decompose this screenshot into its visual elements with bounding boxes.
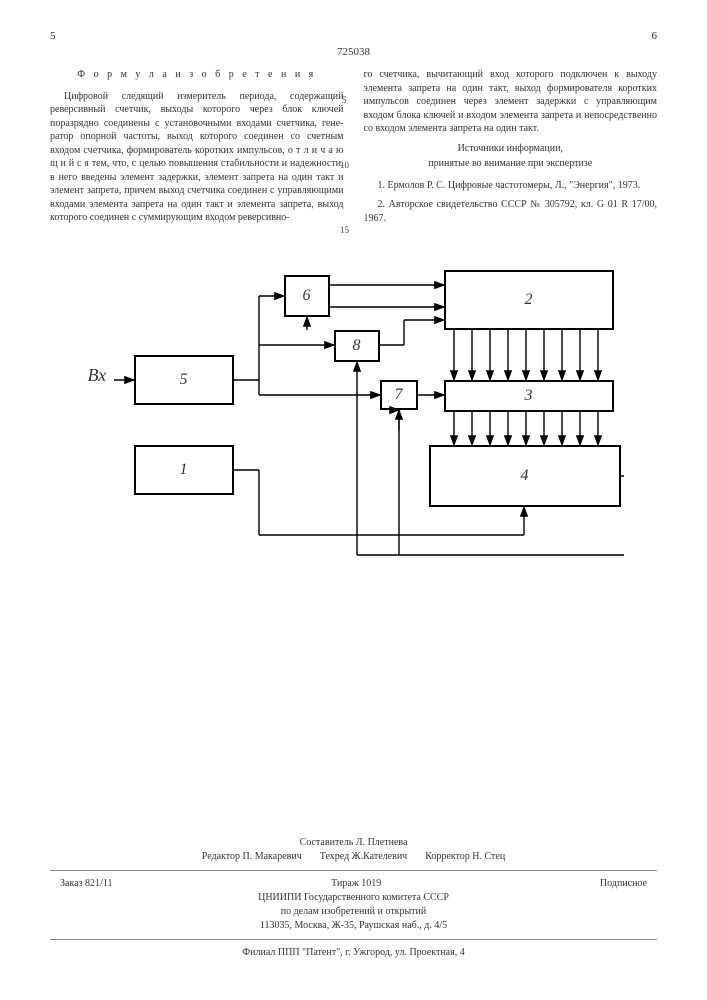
circulation: Тираж 1019: [331, 877, 381, 891]
reference-1: 1. Ермолов Р. С. Цифровые частотомеры, Л…: [364, 179, 658, 193]
address: 113035, Москва, Ж-35, Раушская наб., д. …: [50, 919, 657, 933]
bus-2-3: [454, 330, 598, 380]
branch: Филиал ППП "Патент", г. Ужгород, ул. Про…: [50, 946, 657, 960]
editor: Редактор П. Макаревич: [202, 850, 302, 864]
techred: Техред Ж.Кателевич: [320, 850, 407, 864]
block-8: 8: [334, 330, 380, 362]
sources-title-1: Источники информации,: [364, 142, 658, 156]
block-7: 7: [380, 380, 418, 410]
sources-title-2: принятые во внимание при экспертизе: [364, 157, 658, 171]
compiler: Составитель Л. Плетнева: [50, 836, 657, 850]
page-right: 6: [652, 30, 658, 42]
credits-row: Редактор П. Макаревич Техред Ж.Кателевич…: [50, 850, 657, 864]
line-marker-5: 5: [342, 95, 347, 105]
claim-body: Цифровой следящий измеритель периода, со…: [50, 90, 344, 225]
formula-title: Ф о р м у л а и з о б р е т е н и я: [50, 68, 344, 82]
left-column: Ф о р м у л а и з о б р е т е н и я Цифр…: [50, 68, 344, 225]
order-row: Заказ 821/11 Тираж 1019 Подписное: [50, 877, 657, 891]
bus-3-4: [454, 412, 598, 445]
block-1: 1: [134, 445, 234, 495]
block-5: 5: [134, 355, 234, 405]
input-label: Вх: [88, 365, 107, 386]
org-line-1: ЦНИИПИ Государственного комитета СССР: [50, 891, 657, 905]
page-numbers: 5 6: [50, 30, 657, 42]
signed: Подписное: [600, 877, 647, 891]
corrector: Корректор Н. Стец: [425, 850, 505, 864]
claim-continuation: го счетчика, вычитающий вход которого по…: [364, 68, 658, 136]
text-columns: Ф о р м у л а и з о б р е т е н и я Цифр…: [50, 68, 657, 225]
divider: [50, 870, 657, 871]
reference-2: 2. Авторское свидетельство СССР № 305792…: [364, 198, 658, 225]
divider-2: [50, 939, 657, 940]
footer: Составитель Л. Плетнева Редактор П. Мака…: [50, 836, 657, 960]
block-6: 6: [284, 275, 330, 317]
line-marker-10: 10: [340, 160, 349, 170]
order: Заказ 821/11: [60, 877, 112, 891]
document-number: 725038: [50, 46, 657, 58]
right-column: го счетчика, вычитающий вход которого по…: [364, 68, 658, 225]
line-marker-15: 15: [340, 225, 349, 235]
patent-page: 5 6 725038 5 10 15 Ф о р м у л а и з о б…: [0, 0, 707, 1000]
org-line-2: по делам изобретений и открытий: [50, 905, 657, 919]
page-left: 5: [50, 30, 56, 42]
block-diagram: Вх 5 1 6 8 7 2 3 4: [84, 265, 624, 565]
block-3: 3: [444, 380, 614, 412]
block-4: 4: [429, 445, 621, 507]
block-2: 2: [444, 270, 614, 330]
